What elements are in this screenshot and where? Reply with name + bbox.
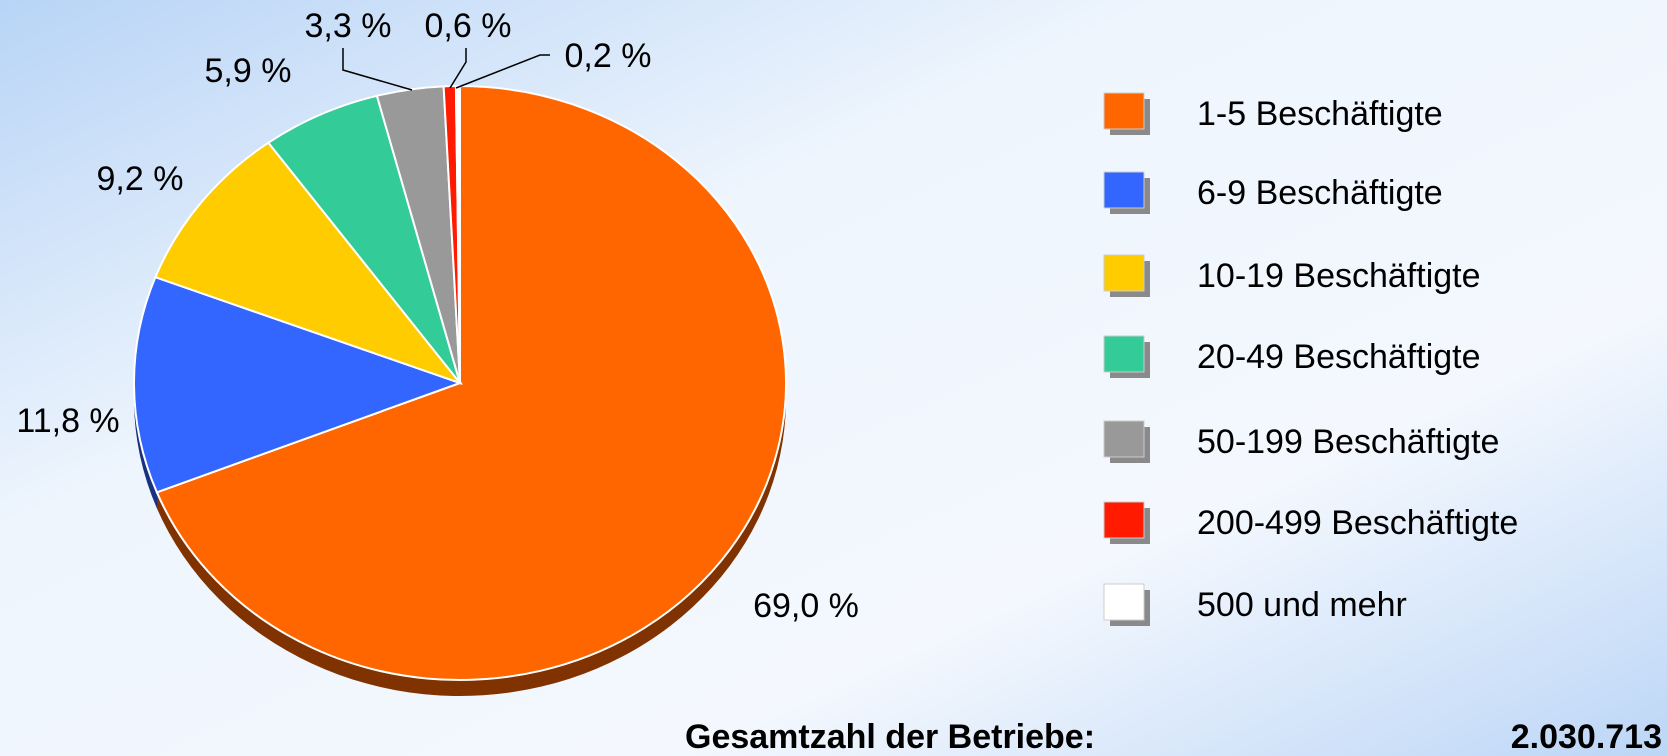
leader-line bbox=[455, 54, 550, 89]
total-value: 2.030.713 bbox=[1511, 718, 1662, 756]
legend-label: 50-199 Beschäftigte bbox=[1197, 423, 1499, 461]
data-label: 69,0 % bbox=[753, 587, 859, 625]
legend-swatch bbox=[1103, 92, 1145, 130]
legend-swatch bbox=[1103, 501, 1145, 539]
data-label: 0,6 % bbox=[425, 7, 512, 45]
legend-swatch bbox=[1103, 420, 1145, 458]
legend-label: 1-5 Beschäftigte bbox=[1197, 95, 1443, 133]
data-label: 3,3 % bbox=[305, 7, 392, 45]
legend-label: 500 und mehr bbox=[1197, 586, 1407, 624]
slice bbox=[155, 84, 787, 681]
slice bbox=[266, 94, 461, 384]
legend-label: 200-499 Beschäftigte bbox=[1197, 504, 1518, 542]
slice bbox=[154, 141, 463, 386]
total-label: Gesamtzahl der Betriebe: bbox=[685, 718, 1095, 756]
legend-swatch bbox=[1103, 254, 1145, 292]
data-label: 9,2 % bbox=[97, 160, 184, 198]
legend-label: 20-49 Beschäftigte bbox=[1197, 338, 1481, 376]
leader-line bbox=[449, 48, 467, 89]
legend-label: 10-19 Beschäftigte bbox=[1197, 257, 1481, 295]
legend-swatch bbox=[1103, 583, 1145, 621]
data-label: 5,9 % bbox=[205, 52, 292, 90]
leader-line bbox=[342, 48, 413, 91]
slice bbox=[133, 275, 463, 494]
data-label: 0,2 % bbox=[565, 37, 652, 75]
data-label: 11,8 % bbox=[16, 402, 119, 440]
legend-label: 6-9 Beschäftigte bbox=[1197, 174, 1443, 212]
legend-swatch bbox=[1103, 171, 1145, 209]
legend-swatch bbox=[1103, 335, 1145, 373]
